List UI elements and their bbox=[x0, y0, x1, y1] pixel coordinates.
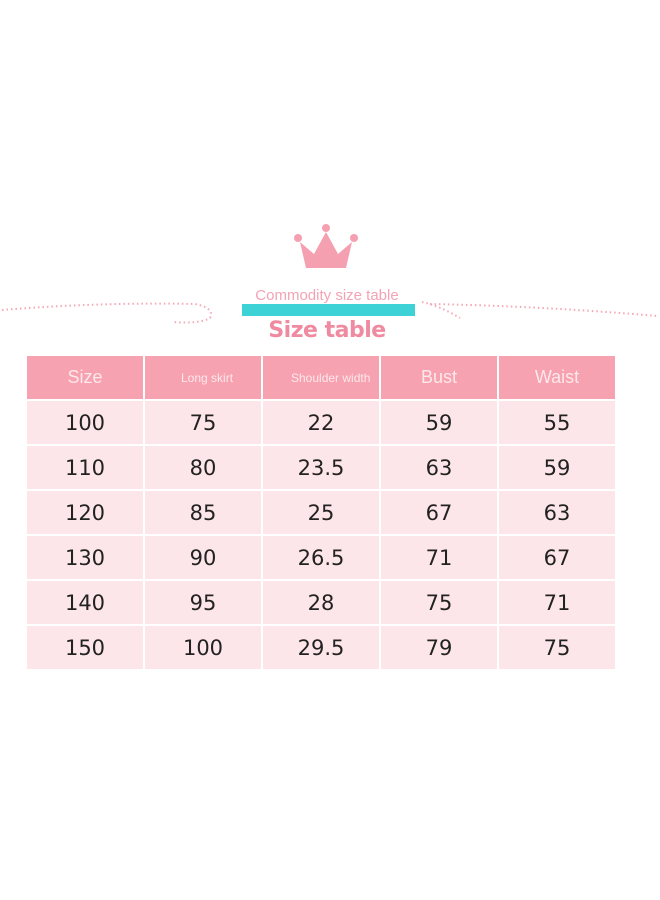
table-cell: 28 bbox=[263, 581, 379, 624]
table-cell: 75 bbox=[381, 581, 497, 624]
table-cell: 150 bbox=[27, 626, 143, 669]
table-cell: 63 bbox=[381, 446, 497, 489]
table-cell: 80 bbox=[145, 446, 261, 489]
table-cell: 26.5 bbox=[263, 536, 379, 579]
header-long-skirt: Long skirt bbox=[145, 356, 261, 399]
table-cell: 90 bbox=[145, 536, 261, 579]
header-waist: Waist bbox=[499, 356, 615, 399]
table-cell: 55 bbox=[499, 401, 615, 444]
table-cell: 67 bbox=[499, 536, 615, 579]
table-row: 100 75 22 59 55 bbox=[27, 401, 615, 444]
header-shoulder-width: Shoulder width bbox=[263, 356, 379, 399]
table-row: 140 95 28 75 71 bbox=[27, 581, 615, 624]
table-cell: 59 bbox=[499, 446, 615, 489]
table-cell: 75 bbox=[145, 401, 261, 444]
dotted-flourish-right bbox=[421, 301, 659, 319]
table-cell: 71 bbox=[499, 581, 615, 624]
table-cell: 63 bbox=[499, 491, 615, 534]
crown-icon bbox=[294, 224, 358, 268]
table-row: 120 85 25 67 63 bbox=[27, 491, 615, 534]
table-cell: 130 bbox=[27, 536, 143, 579]
table-cell: 59 bbox=[381, 401, 497, 444]
table-cell: 100 bbox=[27, 401, 143, 444]
table-cell: 71 bbox=[381, 536, 497, 579]
table-cell: 120 bbox=[27, 491, 143, 534]
table-cell: 140 bbox=[27, 581, 143, 624]
table-cell: 79 bbox=[381, 626, 497, 669]
table-row: 110 80 23.5 63 59 bbox=[27, 446, 615, 489]
accent-bar bbox=[242, 304, 415, 316]
size-table: Size Long skirt Shoulder width Bust Wais… bbox=[25, 354, 617, 671]
table-row: 130 90 26.5 71 67 bbox=[27, 536, 615, 579]
header-bust: Bust bbox=[381, 356, 497, 399]
table-cell: 95 bbox=[145, 581, 261, 624]
table-row: 150 100 29.5 79 75 bbox=[27, 626, 615, 669]
subtitle: Commodity size table bbox=[255, 287, 399, 304]
table-cell: 23.5 bbox=[263, 446, 379, 489]
table-cell: 25 bbox=[263, 491, 379, 534]
table-cell: 29.5 bbox=[263, 626, 379, 669]
table-header-row: Size Long skirt Shoulder width Bust Wais… bbox=[27, 356, 615, 399]
table-cell: 110 bbox=[27, 446, 143, 489]
table-cell: 67 bbox=[381, 491, 497, 534]
page-title: Size table bbox=[268, 318, 386, 343]
table-cell: 22 bbox=[263, 401, 379, 444]
table-cell: 100 bbox=[145, 626, 261, 669]
table-cell: 85 bbox=[145, 491, 261, 534]
header-size: Size bbox=[27, 356, 143, 399]
table-cell: 75 bbox=[499, 626, 615, 669]
